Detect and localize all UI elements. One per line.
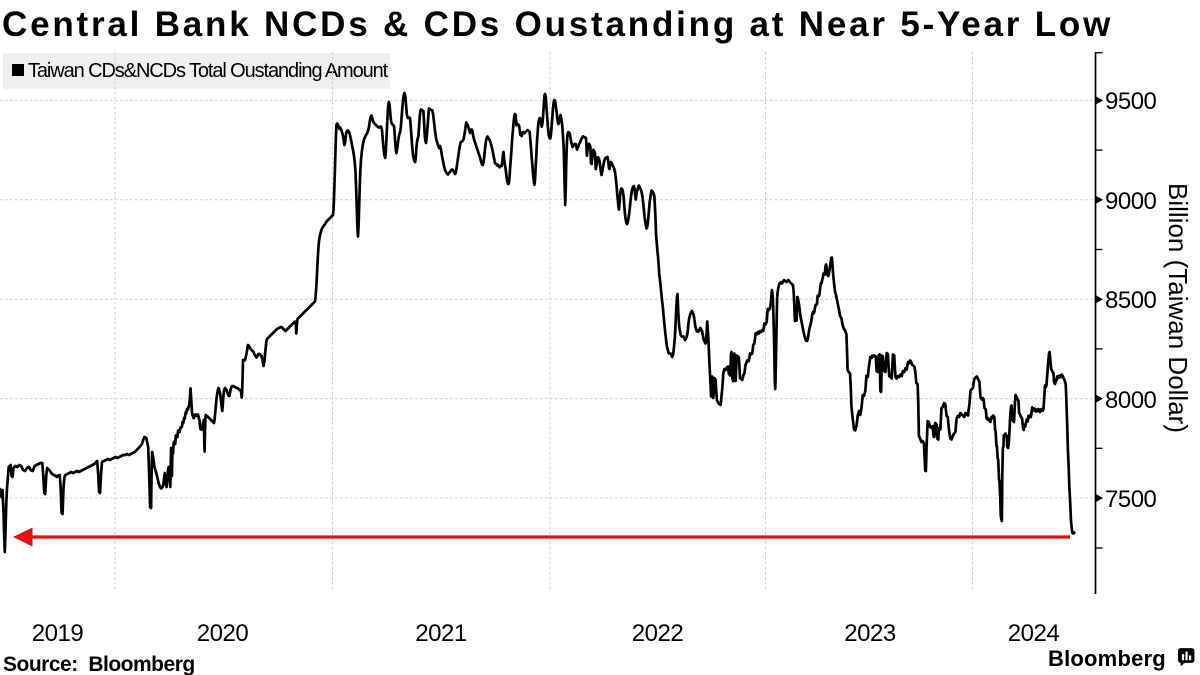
svg-text:Billion (Taiwan Dollar): Billion (Taiwan Dollar) xyxy=(1163,183,1193,433)
